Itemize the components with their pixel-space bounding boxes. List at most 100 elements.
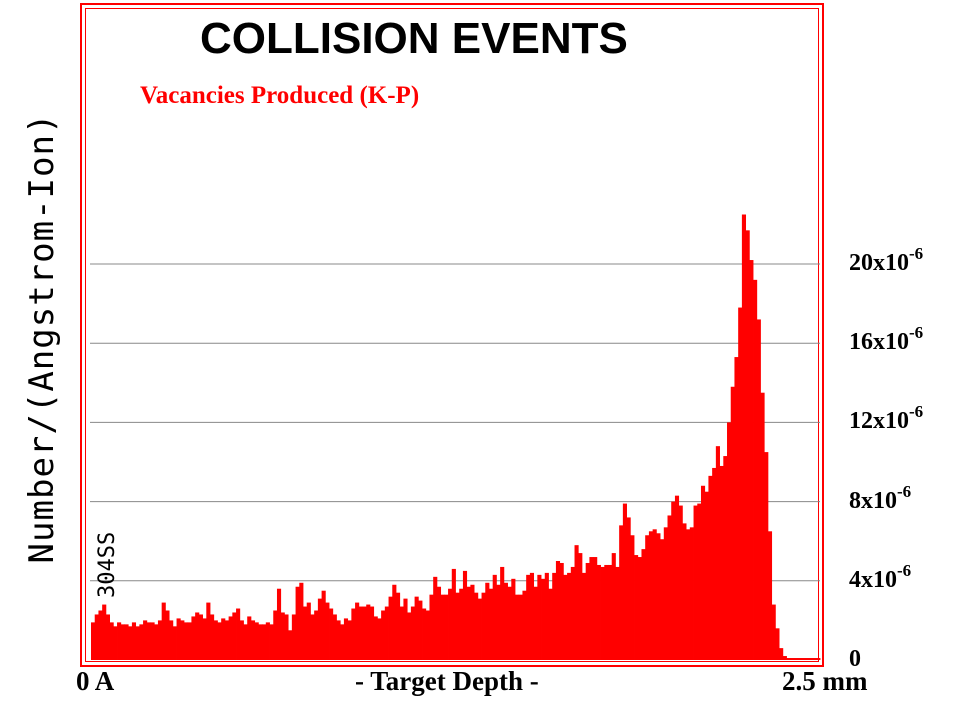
bar-70 [351, 608, 356, 660]
bar-77 [377, 618, 382, 660]
y-tick-value: 16x10 [849, 329, 909, 356]
bar-30 [202, 618, 207, 660]
bar-111 [503, 582, 508, 660]
y-tick-value: 0 [849, 646, 861, 672]
bar-48 [269, 624, 274, 660]
bar-124 [552, 572, 557, 660]
bar-64 [329, 608, 334, 660]
bar-58 [306, 602, 311, 660]
bar-47 [265, 622, 270, 660]
bar-185 [779, 648, 784, 660]
bar-148 [641, 549, 646, 660]
bar-84 [403, 598, 408, 660]
bar-162 [693, 505, 698, 660]
bar-61 [317, 598, 322, 660]
bar-188 [790, 658, 795, 660]
bar-138 [604, 564, 609, 660]
bar-131 [578, 553, 583, 660]
y-tick-exponent: -6 [909, 244, 924, 263]
bar-42 [247, 616, 252, 660]
bar-91 [429, 594, 434, 660]
bar-93 [436, 586, 442, 660]
bar-101 [466, 586, 471, 660]
bar-182 [767, 531, 773, 660]
bars [91, 214, 821, 660]
bar-83 [399, 606, 404, 660]
bar-78 [381, 610, 386, 660]
bar-170 [723, 456, 728, 660]
bar-110 [500, 566, 505, 660]
bar-86 [410, 606, 415, 660]
bar-145 [630, 535, 635, 660]
bar-23 [176, 618, 181, 660]
bar-20 [165, 610, 170, 660]
bar-132 [581, 572, 587, 660]
bar-161 [689, 527, 694, 660]
bar-29 [198, 614, 203, 660]
bar-75 [369, 606, 375, 660]
bar-190 [797, 658, 802, 660]
bar-96 [448, 588, 453, 660]
bar-67 [340, 624, 345, 660]
bar-114 [515, 594, 520, 660]
bar-26 [187, 622, 192, 660]
bar-7 [117, 622, 122, 660]
bar-16 [150, 622, 155, 660]
bar-146 [634, 555, 639, 660]
x-axis-end-label: 2.5 mm [782, 666, 868, 696]
chart-subtitle: Vacancies Produced (K-P) [140, 82, 420, 109]
chart-title: COLLISION EVENTS [200, 14, 628, 63]
bar-94 [440, 594, 445, 660]
bar-72 [358, 606, 363, 660]
bar-107 [488, 588, 494, 660]
bar-195 [816, 658, 821, 660]
bar-118 [529, 572, 535, 660]
bar-155 [667, 515, 672, 660]
bar-73 [362, 606, 367, 660]
bar-66 [336, 620, 341, 660]
bar-87 [414, 596, 419, 660]
y-tick-exponent: -6 [909, 402, 924, 422]
bar-13 [139, 624, 144, 660]
bar-151 [652, 529, 657, 660]
y-tick-value: 12x10 [849, 408, 909, 435]
bar-123 [548, 588, 553, 660]
bar-53 [288, 630, 293, 660]
bar-191 [801, 658, 806, 660]
bar-0 [91, 622, 96, 660]
y-tick-label-3: 12x10-6 [849, 402, 923, 435]
bar-68 [343, 618, 349, 660]
bar-119 [533, 586, 538, 660]
bar-54 [291, 614, 296, 660]
y-tick-label-2: 8x10-6 [849, 482, 911, 515]
bar-125 [555, 561, 561, 660]
y-tick-label-4: 16x10-6 [849, 323, 923, 356]
x-axis-start-label: 0 A [76, 666, 115, 696]
bar-154 [663, 527, 668, 660]
bar-186 [782, 656, 787, 660]
bar-115 [518, 594, 523, 660]
bar-45 [258, 624, 263, 660]
bar-139 [607, 564, 613, 660]
y-tick-exponent: -6 [909, 323, 924, 343]
bar-117 [526, 574, 531, 660]
bar-180 [760, 392, 765, 660]
bar-112 [507, 586, 512, 660]
bar-174 [738, 307, 743, 660]
bar-21 [169, 620, 174, 660]
bar-168 [715, 446, 720, 660]
bar-52 [284, 614, 289, 660]
bar-4 [105, 614, 110, 660]
bar-167 [712, 467, 717, 660]
bar-106 [485, 582, 490, 660]
bar-8 [120, 624, 125, 660]
bar-19 [161, 602, 166, 660]
bar-37 [228, 616, 233, 660]
bar-50 [276, 588, 282, 660]
bar-193 [808, 658, 813, 660]
bar-10 [128, 626, 133, 660]
bar-2 [98, 610, 103, 660]
bar-105 [481, 592, 486, 660]
bar-5 [109, 622, 114, 660]
